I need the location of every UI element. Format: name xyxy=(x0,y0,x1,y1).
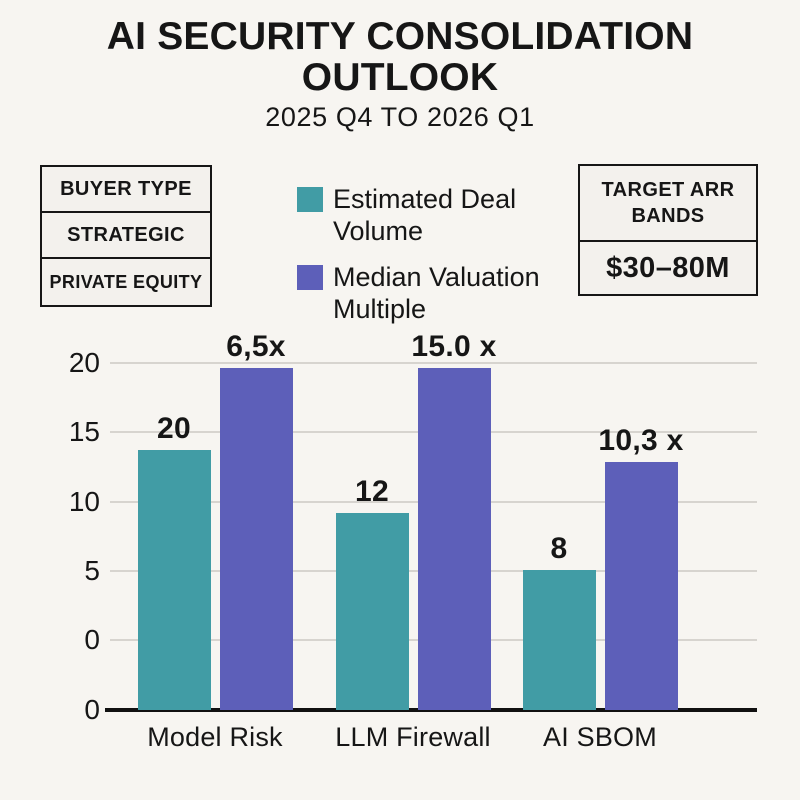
bar-deal-volume-2 xyxy=(522,570,596,710)
bar-value-label: 15.0 x xyxy=(411,330,497,363)
buyer-type-header: BUYER TYPE xyxy=(42,167,210,213)
legend-swatch-valuation-multiple xyxy=(297,264,323,290)
chart-title: AI SECURITY CONSOLIDATION OUTLOOK xyxy=(106,15,694,100)
bar-deal-volume-1 xyxy=(335,513,409,710)
x-axis-label-1: LLM Firewall xyxy=(335,722,491,752)
legend-item-valuation-multiple: Median Valuation Multiple xyxy=(297,261,565,326)
bar-value-label: 6,5x xyxy=(226,330,286,363)
buyer-type-table: BUYER TYPE STRATEGIC PRIVATE EQUITY xyxy=(40,165,212,307)
x-axis-line xyxy=(105,708,757,712)
buyer-type-strategic: STRATEGIC xyxy=(42,213,210,259)
chart-subtitle: 2025 Q4 TO 2026 Q1 xyxy=(265,102,535,132)
y-tick-label: 0 xyxy=(84,694,100,725)
bar-valuation-multiple-2 xyxy=(604,462,678,710)
target-arr-table: TARGET ARR BANDS $30–80M xyxy=(578,164,758,296)
target-arr-header: TARGET ARR BANDS xyxy=(580,166,756,242)
legend: Estimated Deal Volume Median Valuation M… xyxy=(297,183,565,339)
y-tick-label: 10 xyxy=(68,485,100,517)
legend-swatch-deal-volume xyxy=(297,187,323,212)
x-axis-label-2: AI SBOM xyxy=(543,722,657,752)
y-tick-label: 5 xyxy=(84,554,100,586)
bar-value-label: 10,3 x xyxy=(598,424,684,457)
x-axis-label-0: Model Risk xyxy=(147,722,283,752)
buyer-type-private-equity: PRIVATE EQUITY xyxy=(49,271,203,292)
y-tick-label: 0 xyxy=(84,624,100,655)
bar-deal-volume-0 xyxy=(137,450,211,710)
legend-label-deal-volume: Estimated Deal Volume xyxy=(333,184,517,247)
bar-valuation-multiple-0 xyxy=(219,368,293,710)
legend-label-valuation-multiple: Median Valuation Multiple xyxy=(333,261,540,325)
y-tick-label: 20 xyxy=(68,347,100,378)
legend-item-deal-volume: Estimated Deal Volume xyxy=(297,183,565,248)
target-arr-value: $30–80M xyxy=(606,251,730,284)
y-tick-label: 15 xyxy=(68,416,100,448)
grid-line xyxy=(110,362,757,364)
bar-value-label: 20 xyxy=(157,412,191,445)
bar-value-label: 12 xyxy=(355,475,389,508)
bar-value-label: 8 xyxy=(550,532,568,565)
bar-valuation-multiple-1 xyxy=(417,368,491,710)
